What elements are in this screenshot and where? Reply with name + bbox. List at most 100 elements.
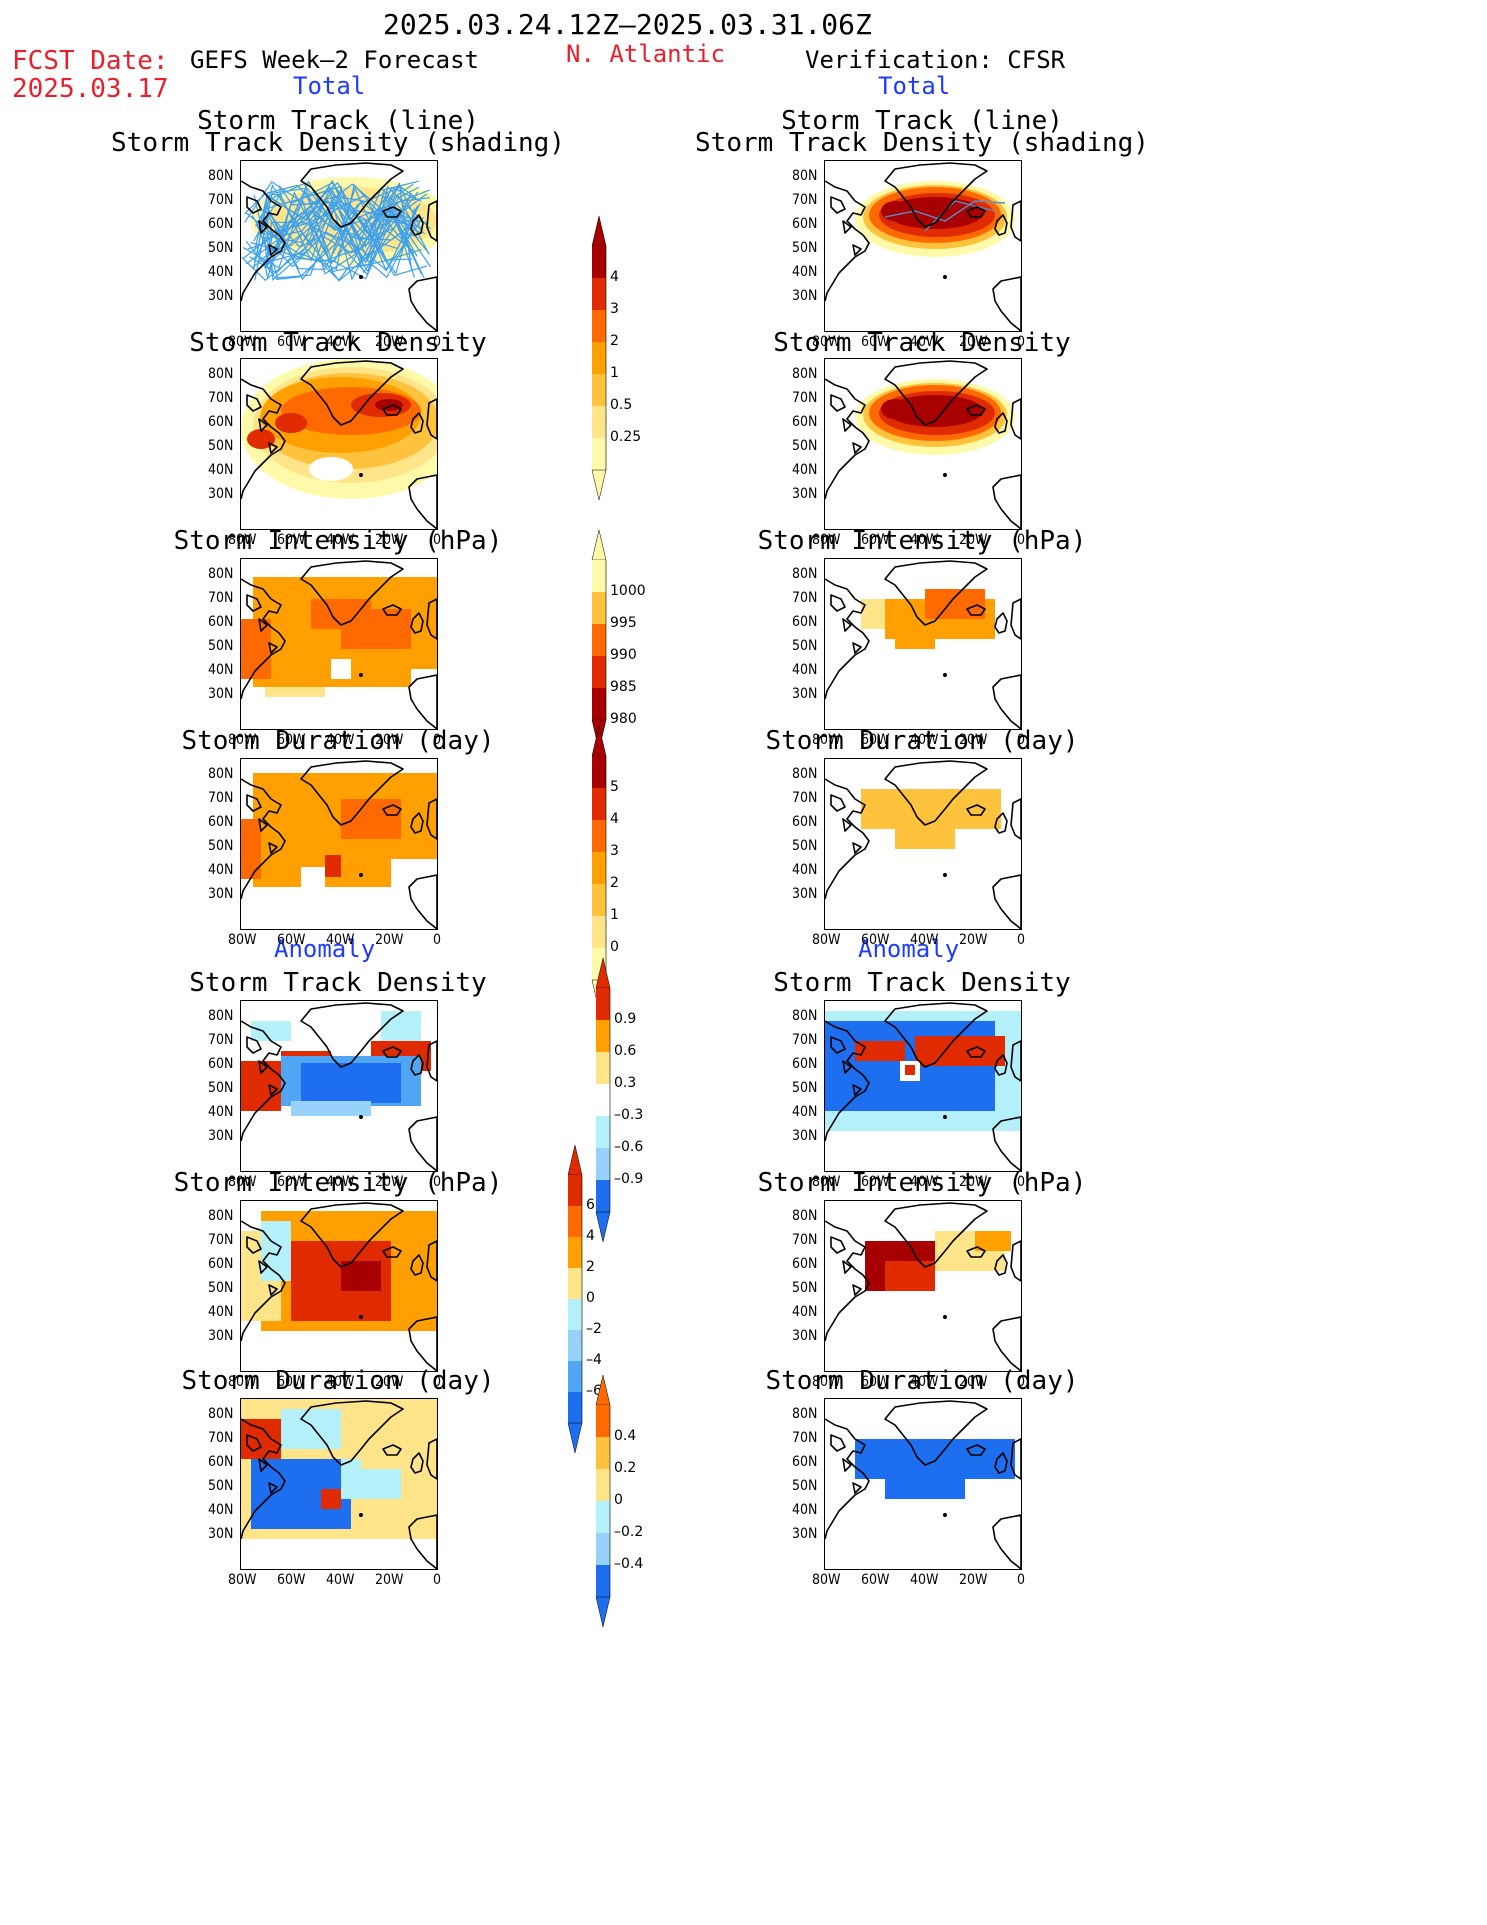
lat-tick-label: 50N [208,1080,233,1096]
colorbar-label: 980 [610,711,637,727]
lat-tick-label: 50N [792,1280,817,1296]
colorbar-label: 6 [586,1197,595,1213]
colorbar-label: 0.6 [614,1043,636,1059]
lat-tick-label: 80N [792,566,817,582]
lon-tick-label: 40W [910,1572,938,1588]
colorbar-segment [568,1175,582,1206]
africa-coast [409,277,437,331]
lat-tick-label: 40N [208,1502,233,1518]
colorbar-label: 1 [610,907,619,923]
total-label-left: Total [293,72,365,100]
colorbar-segment [596,1084,610,1116]
grid-cell [885,1469,965,1499]
panel-title: Storm Track Density [642,970,1202,997]
colorbar-segment [592,246,606,278]
lat-tick-label: 30N [792,1328,817,1344]
colorbar-label: 0 [586,1290,595,1306]
lon-tick-label: 20W [959,932,987,948]
density-anomaly-colorbar [596,958,614,1242]
map-panel [824,558,1022,730]
colorbar-segment [592,820,606,852]
lat-tick-label: 80N [792,1406,817,1422]
grid-cell [301,867,325,887]
colorbar-segment [592,560,606,592]
azores [944,1514,946,1516]
lon-tick-label: 80W [228,932,256,948]
intensity-anomaly-colorbar [568,1145,586,1453]
lat-tick-label: 60N [208,1056,233,1072]
lon-tick-label: 80W [812,932,840,948]
lat-tick-label: 70N [208,1032,233,1048]
colorbar-label: 0.25 [610,429,641,445]
lon-tick-label: 0 [433,932,441,948]
lat-tick-label: 50N [792,638,817,654]
lat-tick-label: 70N [792,390,817,406]
lat-tick-label: 30N [792,886,817,902]
map-panel [240,558,438,730]
colorbar-segment [592,624,606,656]
date-range-title: 2025.03.24.12Z–2025.03.31.06Z [383,8,872,41]
total-label-right: Total [878,72,950,100]
lat-tick-label: 40N [208,1304,233,1320]
panel-title: Storm Duration (day) [642,728,1202,755]
lon-tick-label: 0 [1017,1572,1025,1588]
colorbar-label: –2 [586,1321,602,1337]
lat-tick-label: 80N [208,168,233,184]
lat-tick-label: 60N [792,414,817,430]
panel-title: Storm Intensity (hPa) [642,528,1202,555]
colorbar-label: 0 [610,939,619,955]
colorbar-segment [592,278,606,310]
lat-tick-label: 70N [208,790,233,806]
density-colorbar [592,216,610,500]
colorbar-cap [596,1597,610,1627]
panel-title: Storm Track Density [642,330,1202,357]
lat-tick-label: 40N [792,1304,817,1320]
azores [944,276,946,278]
lat-tick-label: 80N [208,1008,233,1024]
lat-tick-label: 70N [792,1430,817,1446]
africa-coast [409,475,437,529]
duration-anomaly-colorbar [596,1375,614,1627]
lon-tick-label: 60W [861,1572,889,1588]
lat-tick-label: 50N [792,1478,817,1494]
grid-cell [301,1063,401,1103]
density-contour [375,399,403,411]
lon-tick-label: 0 [1017,932,1025,948]
colorbar-segment [568,1299,582,1330]
lat-tick-label: 70N [792,1032,817,1048]
grid-cell [331,1301,351,1321]
colorbar-cap [568,1423,582,1453]
lat-tick-label: 60N [208,614,233,630]
lon-tick-label: 20W [959,1572,987,1588]
lat-tick-label: 80N [208,566,233,582]
panel-title: Storm Track Density (shading) [58,130,618,157]
azores [360,276,362,278]
colorbar-label: 995 [610,615,637,631]
lat-tick-label: 80N [792,168,817,184]
grid-cell [341,1261,381,1291]
azores [360,874,362,876]
colorbar-segment [592,438,606,470]
colorbar-segment [592,592,606,624]
africa-coast [993,475,1021,529]
grid-cell [251,1021,291,1041]
panel-title: Storm Intensity (hPa) [58,1170,618,1197]
colorbar-label: –0.4 [614,1556,643,1572]
lat-tick-label: 50N [792,240,817,256]
lat-tick-label: 30N [208,686,233,702]
density-contour [881,399,909,419]
lat-tick-label: 60N [792,1056,817,1072]
map-panel [824,1000,1022,1172]
lat-tick-label: 50N [208,240,233,256]
colorbar-segment [568,1206,582,1237]
density-contour [275,413,307,433]
lat-tick-label: 80N [208,366,233,382]
colorbar-segment [596,1116,610,1148]
colorbar-label: 0 [614,1492,623,1508]
lat-tick-label: 30N [792,1128,817,1144]
colorbar-segment [568,1268,582,1299]
grid-cell [241,819,261,879]
azores [360,674,362,676]
map-panel [240,758,438,930]
grid-cell [361,1409,437,1469]
